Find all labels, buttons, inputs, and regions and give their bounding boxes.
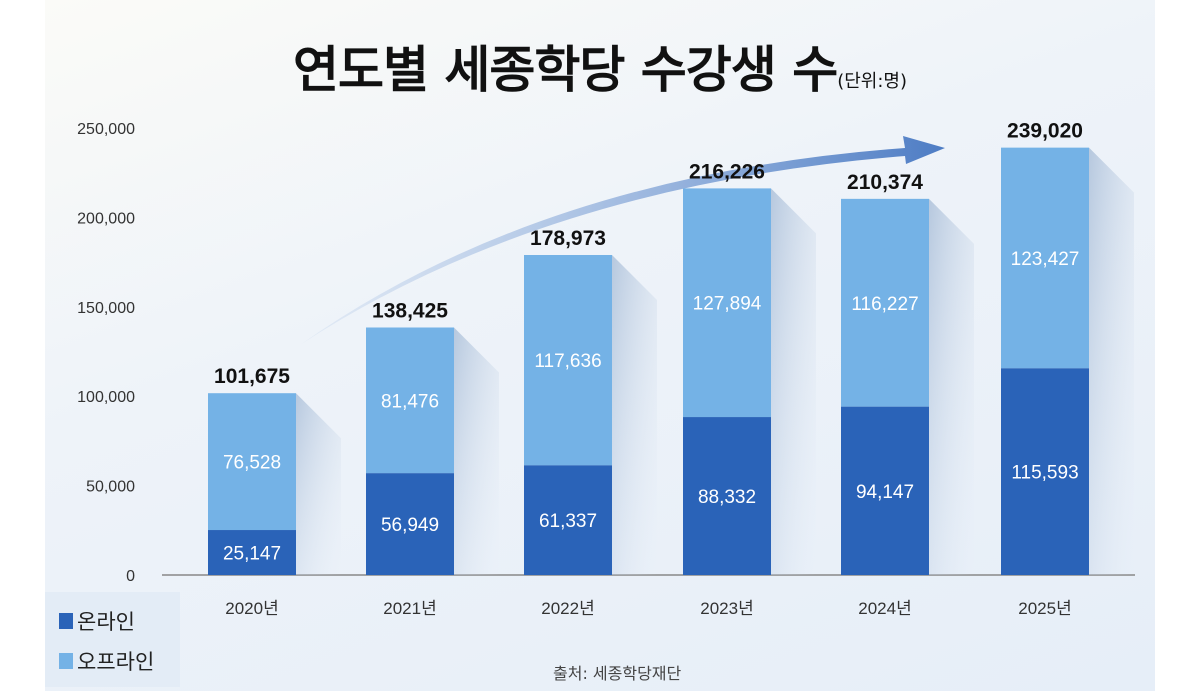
- bar-shadow: [771, 188, 816, 575]
- y-tick-label: 250,000: [77, 121, 135, 138]
- legend-item-online: 온라인: [59, 606, 135, 636]
- bar-offline: [366, 327, 454, 474]
- trend-arrow: [300, 136, 945, 345]
- bar-shadow: [929, 198, 974, 575]
- legend-swatch: [59, 653, 73, 669]
- online-value-label: 61,337: [539, 511, 597, 532]
- total-value-label: 101,675: [214, 365, 290, 388]
- y-tick-label: 50,000: [86, 479, 135, 496]
- x-tick-label: 2021년: [383, 599, 436, 618]
- online-value-label: 88,332: [698, 487, 756, 508]
- bar-online: [1001, 368, 1089, 575]
- legend-label: 온라인: [77, 610, 135, 634]
- y-tick-label: 0: [126, 568, 135, 585]
- bar-shadow: [454, 327, 499, 575]
- total-value-label: 138,425: [372, 299, 448, 322]
- y-tick-label: 200,000: [77, 210, 135, 227]
- offline-value-label: 127,894: [693, 294, 762, 315]
- offline-value-label: 117,636: [534, 351, 601, 372]
- offline-value-label: 116,227: [851, 294, 918, 315]
- legend-swatch: [59, 613, 73, 629]
- online-value-label: 56,949: [381, 515, 439, 536]
- offline-value-label: 123,427: [1011, 249, 1080, 270]
- bar-online: [524, 465, 612, 575]
- offline-value-label: 76,528: [223, 453, 281, 474]
- total-value-label: 178,973: [530, 227, 606, 250]
- bar-shadow: [1089, 147, 1134, 575]
- bar-offline: [683, 188, 771, 418]
- total-value-label: 239,020: [1007, 120, 1083, 143]
- bar-online: [366, 473, 454, 575]
- online-value-label: 25,147: [223, 544, 281, 565]
- online-value-label: 115,593: [1011, 463, 1078, 484]
- online-value-label: 94,147: [856, 482, 914, 503]
- bar-online: [683, 417, 771, 575]
- bar-online: [841, 406, 929, 575]
- offline-value-label: 81,476: [381, 391, 439, 412]
- title-text: 연도별 세종학당 수강생 수: [292, 41, 838, 99]
- bar-offline: [1001, 147, 1089, 369]
- bar-online: [208, 530, 296, 575]
- legend-item-offline: 오프라인: [59, 646, 154, 676]
- source-note: 출처: 세종학당재단: [553, 664, 682, 683]
- y-tick-label: 100,000: [77, 389, 135, 406]
- bar-offline: [524, 254, 612, 466]
- total-value-label: 210,374: [847, 171, 923, 194]
- x-tick-label: 2020년: [225, 599, 278, 618]
- bar-shadow: [296, 393, 341, 575]
- unit-label: (단위:명): [837, 71, 908, 92]
- x-tick-label: 2025년: [1018, 599, 1071, 618]
- bar-offline: [841, 198, 929, 407]
- y-tick-label: 150,000: [77, 300, 135, 317]
- bar-shadow: [612, 254, 657, 575]
- total-value-label: 216,226: [689, 160, 765, 183]
- bar-offline: [208, 393, 296, 531]
- chart-title: 연도별 세종학당 수강생 수(단위:명): [0, 30, 1200, 102]
- x-tick-label: 2022년: [541, 599, 594, 618]
- legend: 온라인 오프라인: [45, 592, 180, 687]
- x-tick-label: 2024년: [858, 599, 911, 618]
- legend-label: 오프라인: [77, 650, 155, 674]
- x-tick-label: 2023년: [700, 599, 753, 618]
